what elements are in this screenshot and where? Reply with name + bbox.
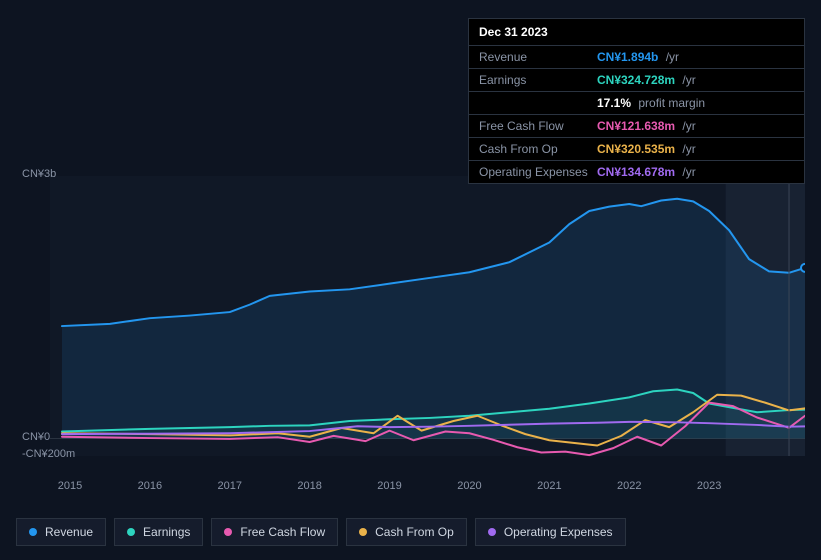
tooltip-row: EarningsCN¥324.728m /yr: [469, 69, 804, 92]
legend-item[interactable]: Revenue: [16, 518, 106, 546]
tooltip-row-label: Operating Expenses: [479, 165, 597, 179]
tooltip-row-suffix: /yr: [679, 73, 696, 87]
legend-item[interactable]: Free Cash Flow: [211, 518, 338, 546]
x-axis-tick-label: 2021: [537, 480, 561, 492]
tooltip-row: RevenueCN¥1.894b /yr: [469, 46, 804, 69]
legend-dot-icon: [359, 528, 367, 536]
tooltip-row-label: Cash From Op: [479, 142, 597, 156]
tooltip-row-label: [479, 96, 597, 110]
line-chart: [16, 160, 805, 500]
tooltip-row-label: Earnings: [479, 73, 597, 87]
legend-label: Earnings: [143, 525, 190, 539]
x-axis-tick-label: 2023: [697, 480, 721, 492]
chart-area: CN¥3b CN¥0 -CN¥200m 2015 2016 2017 2018 2019 202…: [16, 160, 805, 500]
tooltip-row-value: CN¥324.728m /yr: [597, 73, 696, 87]
tooltip-row-suffix: profit margin: [635, 96, 705, 110]
y-axis-tick-label: CN¥0: [22, 431, 86, 443]
tooltip-row-suffix: /yr: [679, 119, 696, 133]
tooltip-date: Dec 31 2023: [469, 19, 804, 46]
legend-item[interactable]: Operating Expenses: [475, 518, 626, 546]
legend-label: Operating Expenses: [504, 525, 613, 539]
tooltip-row: Cash From OpCN¥320.535m /yr: [469, 138, 804, 161]
tooltip-row-suffix: /yr: [662, 50, 679, 64]
x-axis-tick-label: 2017: [218, 480, 242, 492]
tooltip-row-suffix: /yr: [679, 165, 696, 179]
x-axis-tick-label: 2019: [377, 480, 401, 492]
legend-dot-icon: [488, 528, 496, 536]
tooltip-row: Operating ExpensesCN¥134.678m /yr: [469, 161, 804, 183]
tooltip-row-value: CN¥121.638m /yr: [597, 119, 696, 133]
tooltip-row: 17.1% profit margin: [469, 92, 804, 115]
legend-item[interactable]: Earnings: [114, 518, 203, 546]
y-axis-tick-label: CN¥3b: [22, 168, 86, 180]
tooltip-row: Free Cash FlowCN¥121.638m /yr: [469, 115, 804, 138]
y-axis-tick-label: -CN¥200m: [22, 448, 86, 460]
legend: Revenue Earnings Free Cash Flow Cash From O…: [16, 518, 626, 546]
x-axis-tick-label: 2022: [617, 480, 641, 492]
tooltip-row-value: CN¥1.894b /yr: [597, 50, 679, 64]
legend-label: Cash From Op: [375, 525, 454, 539]
legend-item[interactable]: Cash From Op: [346, 518, 467, 546]
summary-tooltip: Dec 31 2023 RevenueCN¥1.894b /yrEarnings…: [468, 18, 805, 184]
x-axis-tick-label: 2016: [138, 480, 162, 492]
tooltip-row-value: 17.1% profit margin: [597, 96, 705, 110]
x-axis-tick-label: 2018: [297, 480, 321, 492]
tooltip-row-suffix: /yr: [679, 142, 696, 156]
legend-dot-icon: [29, 528, 37, 536]
tooltip-row-label: Revenue: [479, 50, 597, 64]
x-axis-tick-label: 2020: [457, 480, 481, 492]
tooltip-row-label: Free Cash Flow: [479, 119, 597, 133]
legend-label: Revenue: [45, 525, 93, 539]
tooltip-row-value: CN¥320.535m /yr: [597, 142, 696, 156]
tooltip-row-value: CN¥134.678m /yr: [597, 165, 696, 179]
legend-label: Free Cash Flow: [240, 525, 325, 539]
legend-dot-icon: [224, 528, 232, 536]
legend-dot-icon: [127, 528, 135, 536]
x-axis-tick-label: 2015: [58, 480, 82, 492]
